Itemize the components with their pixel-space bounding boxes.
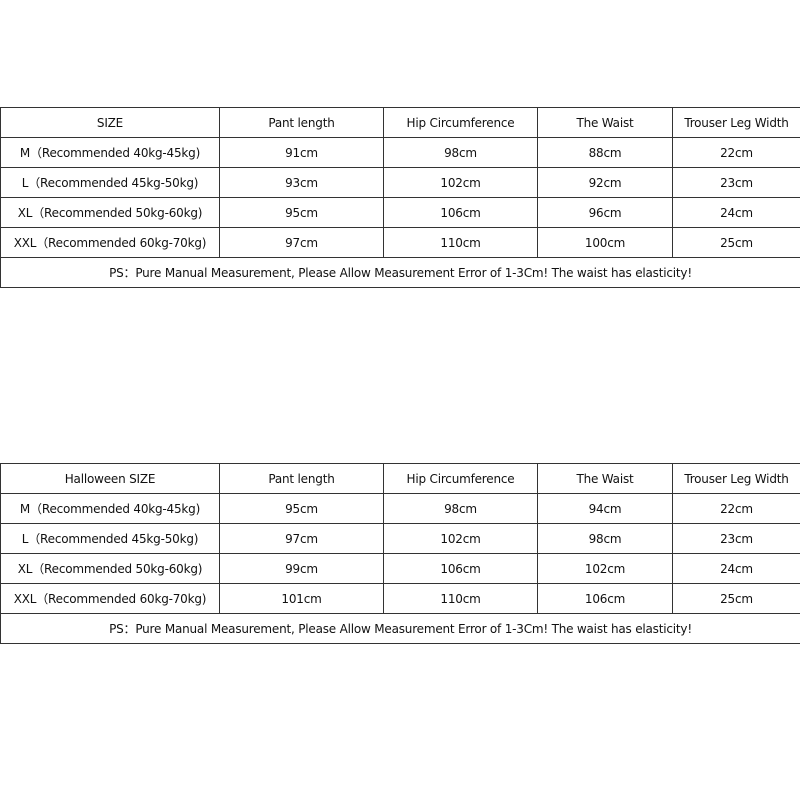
measurement-cell: 93cm: [219, 167, 384, 198]
measurement-cell: 102cm: [383, 167, 538, 198]
table-row: L（Recommended 45kg-50kg) 97cm 102cm 98cm 23c…: [0, 523, 800, 554]
measurement-cell: 24cm: [672, 197, 800, 228]
measurement-cell: 99cm: [219, 553, 384, 584]
table-row: M（Recommended 40kg-45kg) 91cm 98cm 88cm 22cm: [0, 137, 800, 168]
measurement-cell: 95cm: [219, 197, 384, 228]
measurement-cell: 23cm: [672, 167, 800, 198]
size-chart-table: SIZE Pant length Hip Circumference The Wais…: [0, 107, 800, 288]
column-header: The Waist: [537, 107, 673, 138]
size-cell: M（Recommended 40kg-45kg): [0, 137, 220, 168]
measurement-note: PS：Pure Manual Measurement, Please Allow…: [0, 257, 800, 288]
size-cell: XL（Recommended 50kg-60kg): [0, 197, 220, 228]
column-header: Hip Circumference: [383, 107, 538, 138]
measurement-cell: 24cm: [672, 553, 800, 584]
table-row: L（Recommended 45kg-50kg) 93cm 102cm 92cm 23c…: [0, 167, 800, 198]
measurement-cell: 92cm: [537, 167, 673, 198]
column-header: Hip Circumference: [383, 463, 538, 494]
measurement-cell: 98cm: [537, 523, 673, 554]
size-cell: L（Recommended 45kg-50kg): [0, 523, 220, 554]
measurement-cell: 22cm: [672, 493, 800, 524]
header-row: Halloween SIZE Pant length Hip Circumferen…: [0, 463, 800, 494]
measurement-cell: 22cm: [672, 137, 800, 168]
measurement-cell: 102cm: [383, 523, 538, 554]
measurement-cell: 98cm: [383, 493, 538, 524]
measurement-cell: 25cm: [672, 583, 800, 614]
measurement-cell: 96cm: [537, 197, 673, 228]
size-cell: XXL（Recommended 60kg-70kg): [0, 227, 220, 258]
table-row: XL（Recommended 50kg-60kg) 99cm 106cm 102cm 2…: [0, 553, 800, 584]
measurement-cell: 110cm: [383, 583, 538, 614]
header-row: SIZE Pant length Hip Circumference The Wais…: [0, 107, 800, 138]
measurement-cell: 91cm: [219, 137, 384, 168]
size-cell: L（Recommended 45kg-50kg): [0, 167, 220, 198]
table-row: XXL（Recommended 60kg-70kg) 97cm 110cm 100cm…: [0, 227, 800, 258]
measurement-cell: 106cm: [383, 553, 538, 584]
measurement-cell: 88cm: [537, 137, 673, 168]
measurement-cell: 94cm: [537, 493, 673, 524]
measurement-cell: 98cm: [383, 137, 538, 168]
table-row: XL（Recommended 50kg-60kg) 95cm 106cm 96cm 24…: [0, 197, 800, 228]
measurement-cell: 106cm: [383, 197, 538, 228]
measurement-cell: 25cm: [672, 227, 800, 258]
column-header: Halloween SIZE: [0, 463, 220, 494]
note-row: PS：Pure Manual Measurement, Please Allow…: [0, 613, 800, 644]
column-header: The Waist: [537, 463, 673, 494]
column-header: Trouser Leg Width: [672, 107, 800, 138]
measurement-cell: 95cm: [219, 493, 384, 524]
column-header: SIZE: [0, 107, 220, 138]
halloween-size-chart-table: Halloween SIZE Pant length Hip Circumferen…: [0, 463, 800, 644]
note-row: PS：Pure Manual Measurement, Please Allow…: [0, 257, 800, 288]
measurement-cell: 101cm: [219, 583, 384, 614]
column-header: Pant length: [219, 463, 384, 494]
measurement-cell: 102cm: [537, 553, 673, 584]
size-cell: XXL（Recommended 60kg-70kg): [0, 583, 220, 614]
measurement-cell: 97cm: [219, 523, 384, 554]
column-header: Pant length: [219, 107, 384, 138]
measurement-note: PS：Pure Manual Measurement, Please Allow…: [0, 613, 800, 644]
size-cell: XL（Recommended 50kg-60kg): [0, 553, 220, 584]
measurement-cell: 106cm: [537, 583, 673, 614]
measurement-cell: 97cm: [219, 227, 384, 258]
measurement-cell: 100cm: [537, 227, 673, 258]
measurement-cell: 23cm: [672, 523, 800, 554]
measurement-cell: 110cm: [383, 227, 538, 258]
table-row: XXL（Recommended 60kg-70kg) 101cm 110cm 106c…: [0, 583, 800, 614]
column-header: Trouser Leg Width: [672, 463, 800, 494]
table-row: M（Recommended 40kg-45kg) 95cm 98cm 94cm 22cm: [0, 493, 800, 524]
size-cell: M（Recommended 40kg-45kg): [0, 493, 220, 524]
